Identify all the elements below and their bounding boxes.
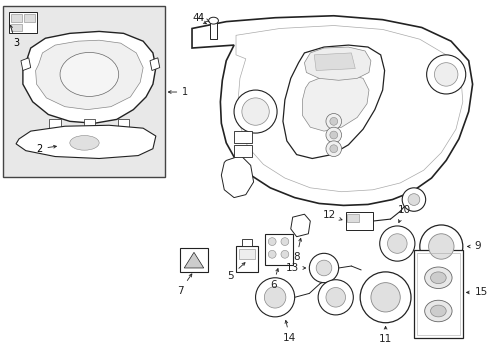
Bar <box>11 14 22 22</box>
Text: 9: 9 <box>467 242 480 252</box>
Bar <box>9 12 37 33</box>
Circle shape <box>329 145 337 153</box>
Circle shape <box>329 117 337 125</box>
Circle shape <box>360 272 410 323</box>
Ellipse shape <box>208 17 218 24</box>
Circle shape <box>370 283 400 312</box>
Polygon shape <box>314 53 355 71</box>
Bar <box>49 120 61 133</box>
Bar <box>180 248 207 272</box>
Bar <box>265 234 292 265</box>
Bar <box>11 24 22 31</box>
Circle shape <box>407 194 419 206</box>
Polygon shape <box>302 75 368 131</box>
Text: 10: 10 <box>397 205 410 222</box>
Text: 8: 8 <box>293 238 301 262</box>
Ellipse shape <box>424 267 451 288</box>
Text: 2: 2 <box>36 144 56 154</box>
Circle shape <box>264 287 285 308</box>
Bar <box>345 212 372 230</box>
Bar <box>209 22 217 39</box>
Circle shape <box>387 234 406 253</box>
Circle shape <box>325 141 341 157</box>
Circle shape <box>325 288 345 307</box>
Text: 4: 4 <box>197 13 209 23</box>
Polygon shape <box>221 156 253 198</box>
Circle shape <box>427 234 453 259</box>
Bar <box>24 14 35 22</box>
Text: 1: 1 <box>168 87 188 97</box>
Circle shape <box>318 280 353 315</box>
Circle shape <box>325 127 341 143</box>
Polygon shape <box>192 16 471 206</box>
Text: 5: 5 <box>227 263 244 281</box>
Bar <box>242 239 251 247</box>
Ellipse shape <box>70 135 99 150</box>
Polygon shape <box>150 58 160 71</box>
Polygon shape <box>16 125 156 158</box>
Bar <box>83 120 95 133</box>
Polygon shape <box>184 252 203 268</box>
Circle shape <box>268 251 276 258</box>
Circle shape <box>281 238 288 246</box>
Circle shape <box>325 113 341 129</box>
Bar <box>413 251 462 338</box>
Text: 14: 14 <box>283 320 296 342</box>
Ellipse shape <box>429 305 445 317</box>
Bar <box>234 131 251 143</box>
Circle shape <box>329 131 337 139</box>
Text: 7: 7 <box>177 274 191 296</box>
Ellipse shape <box>429 272 445 284</box>
Text: 11: 11 <box>378 327 391 345</box>
Circle shape <box>402 188 425 211</box>
Circle shape <box>309 253 338 283</box>
Circle shape <box>433 63 457 86</box>
Ellipse shape <box>424 300 451 322</box>
Polygon shape <box>283 45 384 158</box>
Circle shape <box>419 225 462 268</box>
Text: 13: 13 <box>285 263 305 273</box>
Ellipse shape <box>60 53 119 96</box>
Polygon shape <box>23 31 156 123</box>
Text: 6: 6 <box>269 269 278 290</box>
Circle shape <box>268 238 276 246</box>
Circle shape <box>426 55 465 94</box>
Polygon shape <box>304 47 370 80</box>
Text: 12: 12 <box>322 210 341 220</box>
Text: 3: 3 <box>10 25 19 48</box>
Bar <box>416 253 459 336</box>
Circle shape <box>281 251 288 258</box>
Text: 4: 4 <box>192 13 206 24</box>
Circle shape <box>255 278 294 317</box>
Bar <box>3 6 164 177</box>
Polygon shape <box>21 58 31 71</box>
Bar <box>236 247 257 272</box>
Text: 15: 15 <box>466 287 487 297</box>
Bar <box>234 145 251 157</box>
Bar <box>239 249 254 259</box>
Circle shape <box>242 98 269 125</box>
Circle shape <box>379 226 414 261</box>
Circle shape <box>316 260 331 276</box>
Polygon shape <box>290 214 310 237</box>
Bar <box>347 214 359 222</box>
Circle shape <box>234 90 277 133</box>
Bar <box>118 120 129 133</box>
Polygon shape <box>36 40 143 109</box>
